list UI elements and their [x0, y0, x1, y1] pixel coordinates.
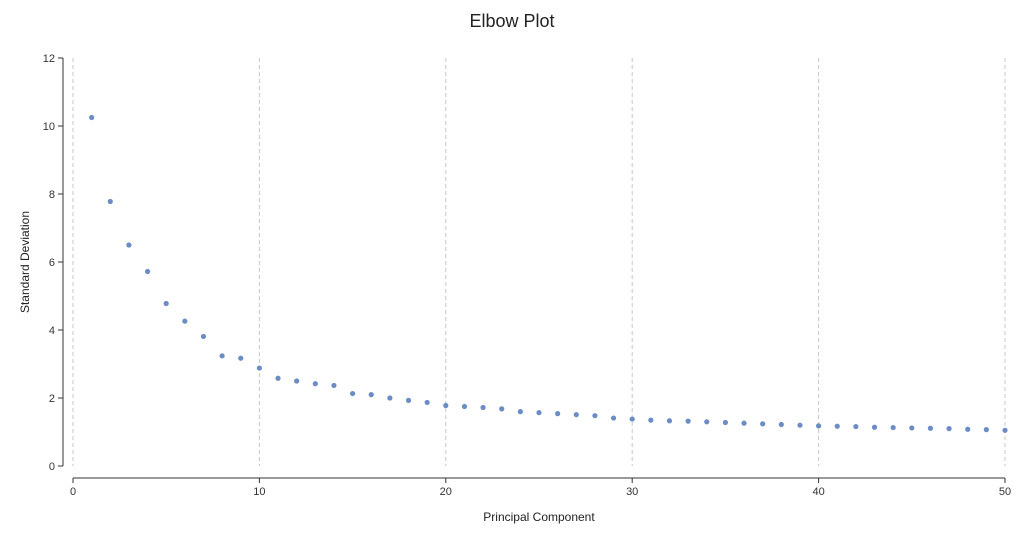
x-tick-label-10: 10 — [253, 486, 265, 498]
data-point-33 — [685, 418, 691, 424]
data-point-31 — [648, 417, 654, 423]
y-tick-label-2: 2 — [49, 393, 55, 405]
data-point-18 — [405, 397, 412, 403]
data-point-16 — [368, 392, 374, 398]
y-tick-label-4: 4 — [49, 325, 55, 337]
data-point-7 — [200, 333, 207, 340]
x-axis-label: Principal Component — [483, 510, 595, 524]
y-tick-label-12: 12 — [43, 53, 55, 65]
axes: 0 2 4 6 8 10 12 0 10 20 30 40 50 — [43, 53, 1011, 498]
data-point-6 — [182, 318, 188, 324]
data-point-4 — [144, 268, 151, 275]
data-point-32 — [666, 418, 673, 424]
data-point-23 — [499, 406, 505, 412]
data-point-29 — [610, 415, 617, 421]
data-point-38 — [778, 421, 784, 428]
x-tick-label-20: 20 — [440, 486, 452, 498]
data-points — [89, 114, 1008, 433]
data-point-25 — [536, 410, 542, 416]
data-point-43 — [871, 424, 878, 430]
data-point-8 — [219, 353, 225, 359]
data-point-36 — [741, 420, 747, 426]
data-point-26 — [555, 411, 561, 417]
data-point-41 — [834, 423, 840, 429]
data-point-13 — [312, 381, 318, 387]
y-axis-label: Standard Deviation — [18, 211, 32, 313]
x-tick-label-40: 40 — [812, 486, 824, 498]
data-point-28 — [592, 413, 598, 419]
y-tick-label-0: 0 — [49, 461, 55, 473]
data-point-24 — [517, 409, 523, 415]
data-point-50 — [1002, 427, 1008, 433]
data-point-34 — [704, 419, 710, 425]
x-tick-label-30: 30 — [626, 486, 638, 498]
y-tick-label-8: 8 — [49, 189, 55, 201]
data-point-39 — [797, 422, 803, 428]
data-point-30 — [629, 416, 635, 422]
data-point-10 — [256, 365, 262, 371]
data-point-27 — [573, 412, 579, 418]
data-point-19 — [424, 399, 430, 406]
data-point-40 — [816, 423, 822, 429]
x-tick-label-0: 0 — [70, 486, 76, 498]
data-point-49 — [983, 427, 989, 433]
x-tick-label-50: 50 — [999, 486, 1011, 498]
data-point-12 — [294, 378, 300, 384]
data-point-14 — [331, 382, 337, 389]
data-point-5 — [163, 300, 169, 307]
data-point-42 — [853, 423, 859, 430]
data-point-45 — [909, 425, 915, 431]
data-point-35 — [722, 419, 729, 426]
data-point-20 — [443, 402, 449, 409]
data-point-48 — [965, 426, 971, 432]
data-point-17 — [387, 395, 393, 401]
data-point-2 — [107, 198, 113, 205]
data-point-3 — [126, 242, 132, 248]
data-point-37 — [760, 421, 766, 427]
data-point-15 — [350, 390, 356, 397]
grid-lines — [72, 58, 1006, 466]
data-point-44 — [890, 424, 896, 431]
y-tick-label-10: 10 — [43, 121, 55, 133]
data-point-47 — [946, 426, 952, 432]
data-point-46 — [927, 425, 934, 431]
chart-title: Elbow Plot — [469, 11, 554, 31]
data-point-1 — [89, 114, 95, 121]
data-point-22 — [480, 404, 486, 411]
y-tick-label-6: 6 — [49, 257, 55, 269]
data-point-21 — [461, 403, 468, 410]
data-point-9 — [238, 355, 244, 361]
data-point-11 — [275, 375, 281, 381]
